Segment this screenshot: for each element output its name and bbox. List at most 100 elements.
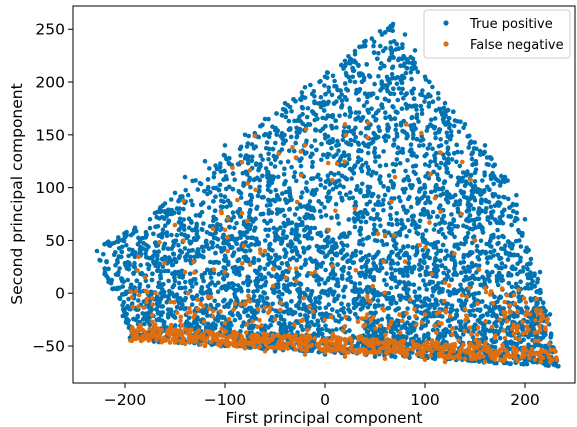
true-positive-point [507, 361, 513, 367]
true-positive-point [257, 265, 263, 270]
true-positive-point [315, 318, 321, 324]
true-positive-point [391, 143, 396, 148]
true-positive-point [505, 257, 511, 262]
true-positive-point [378, 223, 383, 228]
true-positive-point [231, 214, 236, 220]
true-positive-point [325, 198, 331, 204]
true-positive-point [341, 294, 347, 300]
true-positive-point [249, 218, 255, 223]
true-positive-point [132, 260, 137, 266]
true-positive-point [308, 82, 313, 88]
true-positive-point [352, 52, 358, 57]
true-positive-point [145, 284, 151, 289]
true-positive-point [324, 253, 330, 258]
true-positive-point [157, 261, 162, 267]
true-positive-point [142, 321, 147, 327]
true-positive-point [356, 148, 361, 154]
true-positive-point [387, 212, 393, 218]
true-positive-point [221, 276, 226, 281]
true-positive-point [313, 128, 319, 133]
true-positive-point [430, 293, 435, 299]
true-positive-point [507, 332, 512, 337]
true-positive-point [232, 177, 237, 182]
true-positive-point [260, 173, 265, 179]
true-positive-point [271, 225, 277, 231]
true-positive-point [329, 92, 335, 98]
true-positive-point [363, 43, 368, 49]
true-positive-point [392, 275, 397, 280]
true-positive-point [194, 224, 199, 229]
true-positive-point [211, 214, 216, 220]
true-positive-point [265, 252, 271, 258]
true-positive-point [207, 271, 213, 276]
true-positive-point [387, 114, 392, 119]
true-positive-point [332, 172, 337, 177]
true-positive-point [188, 198, 194, 204]
true-positive-point [537, 287, 543, 293]
true-positive-point [389, 271, 395, 277]
true-positive-point [378, 43, 383, 49]
true-positive-point [287, 126, 293, 131]
true-positive-point [414, 107, 419, 112]
true-positive-point [507, 243, 513, 249]
true-positive-point [469, 303, 475, 309]
true-positive-point [332, 272, 338, 277]
true-positive-point [383, 110, 388, 115]
true-positive-point [525, 282, 530, 287]
true-positive-point [515, 216, 520, 222]
true-positive-point [219, 285, 224, 291]
true-positive-point [239, 324, 245, 329]
true-positive-point [369, 327, 374, 332]
true-positive-point [535, 301, 540, 306]
true-positive-point [540, 300, 546, 306]
true-positive-point [165, 315, 171, 320]
true-positive-point [232, 294, 238, 300]
true-positive-point [200, 275, 205, 280]
true-positive-point [408, 147, 414, 152]
true-positive-point [343, 284, 348, 290]
true-positive-point [273, 274, 279, 280]
true-positive-point [222, 304, 227, 310]
true-positive-point [406, 315, 412, 321]
true-positive-point [244, 308, 249, 313]
true-positive-point [401, 280, 407, 285]
true-positive-point [343, 70, 349, 76]
true-positive-point [452, 118, 458, 123]
true-positive-point [393, 122, 399, 128]
true-positive-point [291, 174, 297, 179]
true-positive-point [116, 246, 122, 251]
true-positive-point [478, 282, 483, 288]
true-positive-point [535, 276, 541, 282]
true-positive-point [161, 246, 166, 251]
true-positive-point [391, 196, 397, 201]
true-positive-point [518, 279, 523, 285]
true-positive-point [278, 316, 284, 322]
true-positive-point [424, 287, 430, 292]
true-positive-point [405, 306, 410, 311]
true-positive-point [522, 285, 528, 291]
true-positive-point [390, 64, 396, 70]
true-positive-point [155, 257, 160, 262]
true-positive-point [357, 281, 363, 286]
true-positive-point [248, 198, 254, 204]
true-positive-point [396, 86, 402, 91]
true-positive-point [253, 161, 259, 166]
true-positive-point [251, 177, 256, 183]
true-positive-point [383, 138, 388, 144]
true-positive-point [176, 269, 181, 275]
true-positive-point [386, 134, 391, 139]
true-positive-point [178, 306, 183, 311]
true-positive-point [427, 79, 432, 85]
true-positive-point [241, 183, 246, 188]
true-positive-point [488, 173, 494, 178]
true-positive-point [324, 327, 329, 333]
true-positive-point [379, 317, 385, 322]
true-positive-point [345, 243, 350, 248]
true-positive-point [384, 242, 390, 247]
true-positive-point [425, 319, 431, 325]
true-positive-point [254, 204, 260, 210]
true-positive-point [281, 309, 287, 315]
true-positive-point [190, 284, 195, 289]
true-positive-point [251, 289, 256, 295]
true-positive-point [402, 295, 408, 301]
